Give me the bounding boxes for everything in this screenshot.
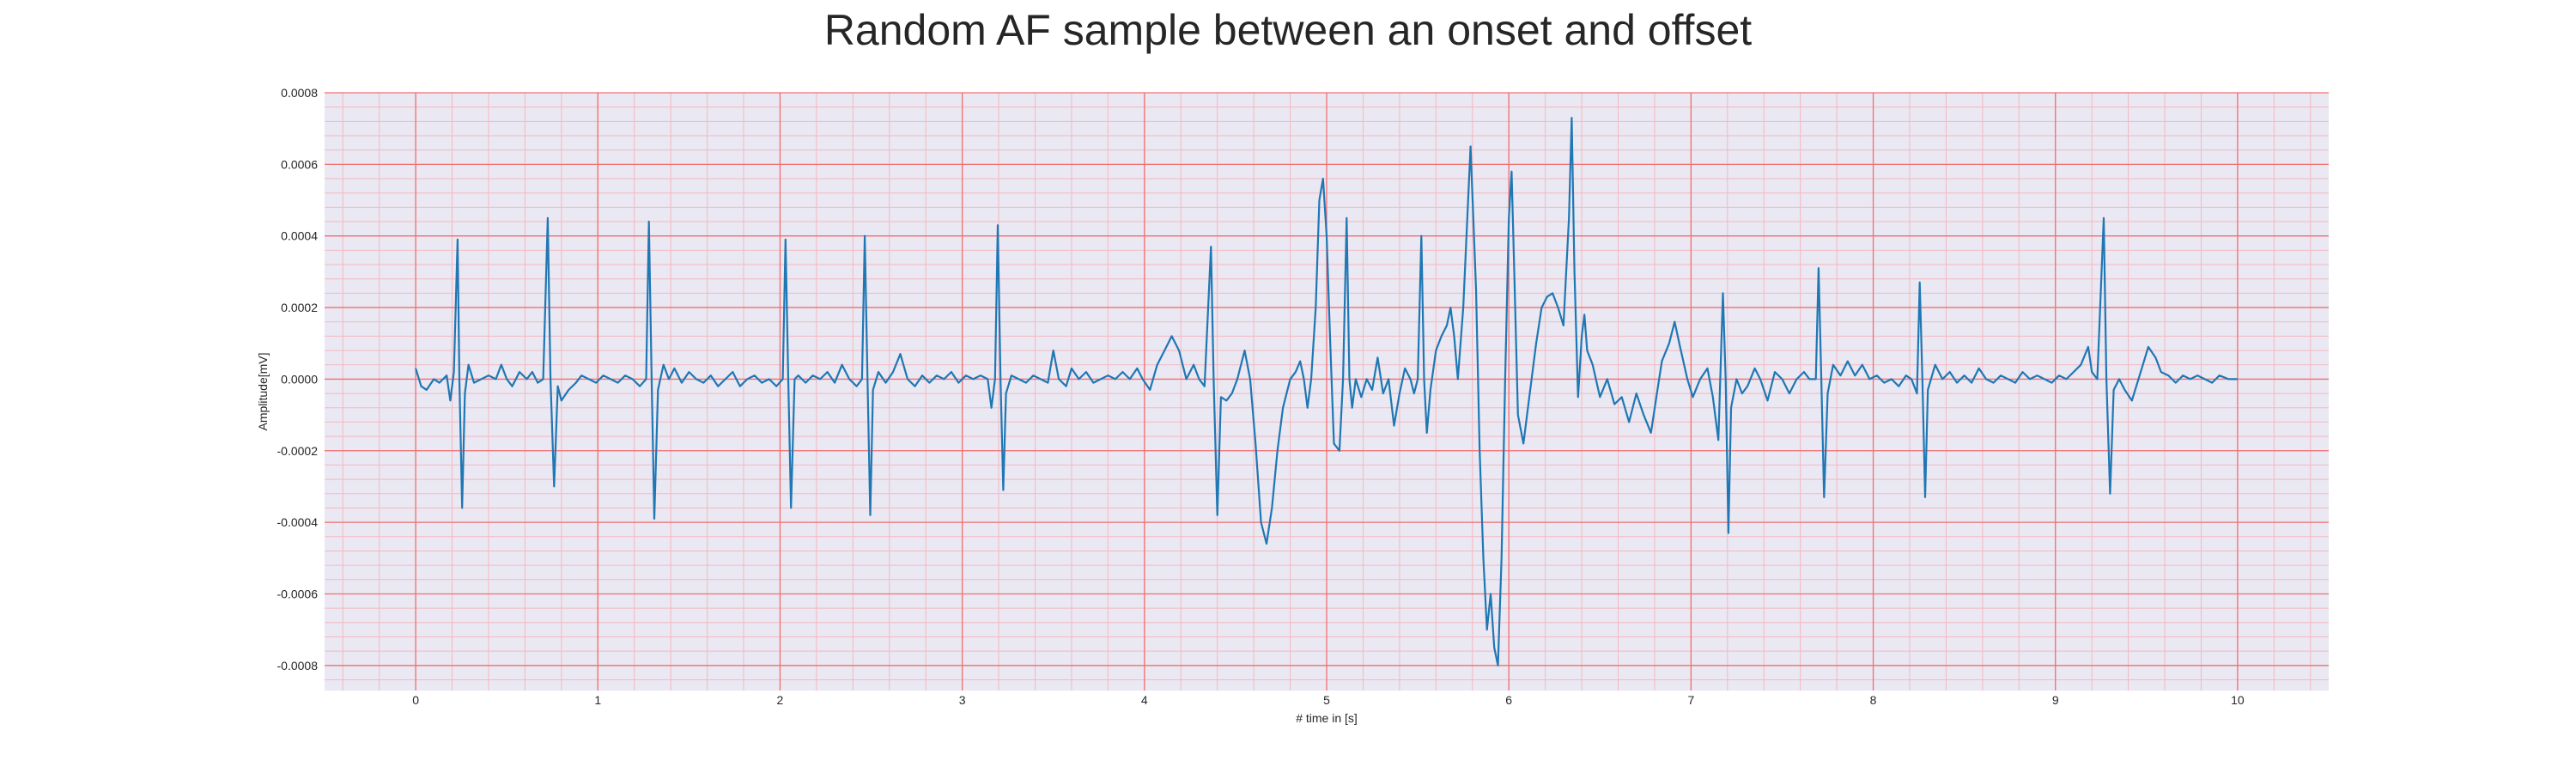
x-tick-label: 6 bbox=[1505, 693, 1512, 707]
y-tick-label: 0.0002 bbox=[281, 301, 318, 314]
y-tick-label: -0.0008 bbox=[277, 659, 319, 673]
series-group bbox=[415, 117, 2238, 666]
x-tick-label: 8 bbox=[1870, 693, 1877, 707]
series-line bbox=[415, 117, 2238, 666]
x-tick-label: 1 bbox=[594, 693, 601, 707]
x-tick-label: 2 bbox=[777, 693, 784, 707]
y-tick-label: -0.0006 bbox=[277, 587, 319, 600]
x-axis-ticks: 0 1 2 3 4 5 6 7 8 9 10 bbox=[412, 693, 2245, 707]
x-axis-label: # time in [s] bbox=[1296, 711, 1358, 725]
x-tick-label: 9 bbox=[2052, 693, 2059, 707]
x-tick-label: 0 bbox=[412, 693, 419, 707]
x-tick-label: 4 bbox=[1141, 693, 1148, 707]
x-tick-label: 10 bbox=[2231, 693, 2245, 707]
y-tick-label: 0.0000 bbox=[281, 372, 318, 386]
y-axis-label: Amplitude[mV] bbox=[256, 352, 270, 430]
y-tick-label: -0.0004 bbox=[277, 515, 319, 529]
x-tick-label: 7 bbox=[1687, 693, 1694, 707]
y-tick-label: 0.0004 bbox=[281, 229, 318, 243]
major-grid bbox=[325, 92, 2329, 691]
x-tick-label: 5 bbox=[1323, 693, 1330, 707]
y-tick-label: 0.0008 bbox=[281, 86, 318, 100]
x-tick-label: 3 bbox=[959, 693, 966, 707]
y-tick-label: 0.0006 bbox=[281, 157, 318, 171]
chart-title: Random AF sample between an onset and of… bbox=[823, 6, 1753, 54]
y-tick-label: -0.0002 bbox=[277, 444, 319, 458]
y-axis-ticks: -0.0008 -0.0006 -0.0004 -0.0002 0.0000 0.0002… bbox=[277, 86, 319, 673]
